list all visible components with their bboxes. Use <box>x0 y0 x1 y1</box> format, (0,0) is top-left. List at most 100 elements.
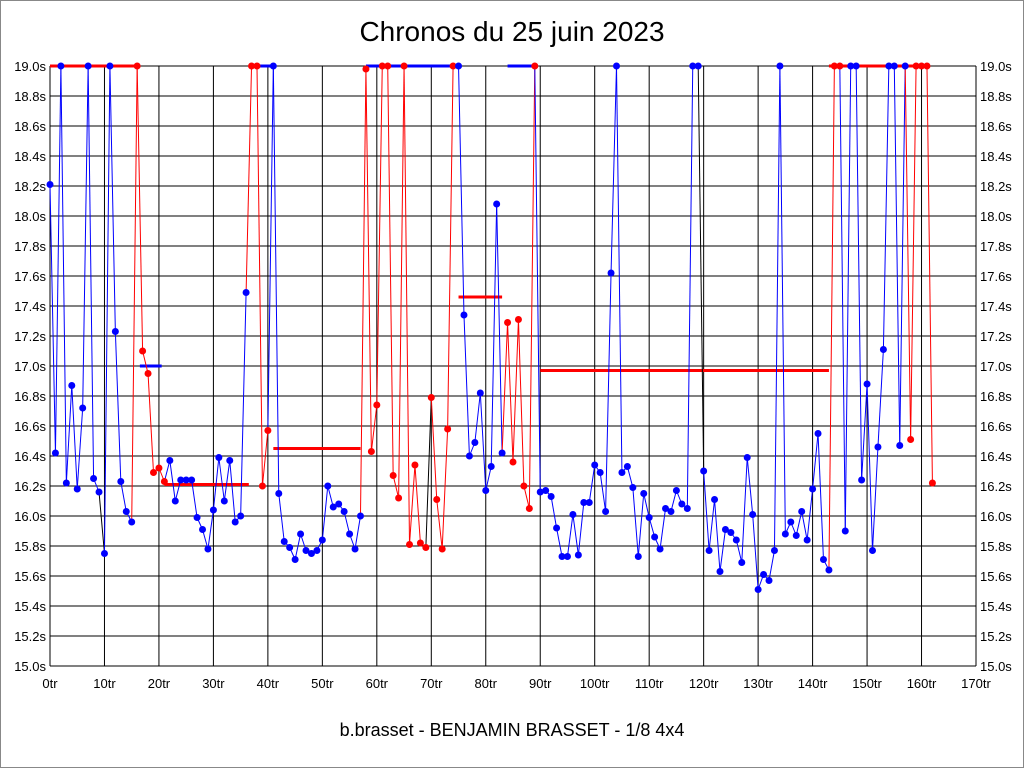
lap-connector <box>327 485 334 508</box>
lap-point-red <box>427 394 435 401</box>
lap-point-blue <box>302 547 310 554</box>
lap-point-blue <box>825 566 833 574</box>
lap-connector <box>240 292 247 517</box>
lap-point-blue <box>106 62 114 70</box>
lap-point-blue <box>471 439 479 446</box>
x-tick-label: 20tr <box>148 676 171 691</box>
lap-connector <box>267 65 274 431</box>
lap-point-blue <box>51 449 59 457</box>
x-tick-label: 100tr <box>580 676 610 691</box>
lap-point-blue <box>280 538 288 545</box>
lap-point-blue <box>117 478 125 485</box>
lap-connector <box>643 493 650 518</box>
lap-point-blue <box>689 62 697 70</box>
lap-connector <box>605 272 612 512</box>
y-tick-label-left: 19.0s <box>14 59 46 74</box>
y-tick-label-left: 15.6s <box>14 569 46 584</box>
lap-connector <box>773 65 781 551</box>
lap-connector <box>376 65 383 406</box>
lap-point-blue <box>819 556 827 563</box>
lap-point-red <box>160 478 168 485</box>
x-tick-label: 150tr <box>852 676 882 691</box>
lap-point-red <box>378 62 386 70</box>
lap-point-red <box>258 482 266 490</box>
x-tick-label: 0tr <box>42 676 58 691</box>
y-tick-label-right: 18.4s <box>980 149 1012 164</box>
y-tick-label-left: 15.8s <box>14 539 46 554</box>
lap-point-blue <box>634 553 642 560</box>
y-tick-label-right: 15.6s <box>980 569 1012 584</box>
y-tick-label-left: 18.0s <box>14 209 46 224</box>
y-tick-label-left: 15.2s <box>14 629 46 644</box>
lap-point-blue <box>487 463 495 470</box>
lap-point-blue <box>711 496 719 503</box>
lap-connector <box>861 383 868 481</box>
lap-connector <box>893 65 901 446</box>
y-tick-label-left: 17.8s <box>14 239 46 254</box>
lap-point-blue <box>705 547 713 554</box>
lap-point-red <box>373 401 381 409</box>
lap-point-blue <box>591 461 599 469</box>
x-tick-label: 110tr <box>635 676 664 691</box>
lap-connector <box>447 65 454 430</box>
lap-connector <box>528 65 536 509</box>
y-tick-label-right: 15.2s <box>980 629 1012 644</box>
lap-point-blue <box>629 484 637 491</box>
y-tick-label-left: 18.2s <box>14 179 46 194</box>
lap-connector <box>131 65 138 523</box>
y-tick-label-right: 17.0s <box>980 359 1012 374</box>
x-tick-label: 10tr <box>93 676 116 691</box>
y-tick-label-left: 18.6s <box>14 119 46 134</box>
lap-connector <box>714 499 721 572</box>
lap-connector <box>844 65 852 532</box>
lap-connector <box>703 470 710 551</box>
lap-point-blue <box>879 346 887 353</box>
y-tick-label-left: 17.0s <box>14 359 46 374</box>
lap-connector <box>191 479 198 518</box>
lap-point-blue <box>678 500 686 508</box>
lap-point-red <box>139 347 147 355</box>
lap-point-blue <box>874 443 882 451</box>
lap-point-blue <box>313 547 321 554</box>
lap-point-blue <box>286 544 294 551</box>
lap-connector <box>615 65 623 473</box>
lap-connector <box>812 433 819 490</box>
lap-connector <box>414 464 421 544</box>
lap-connector <box>474 392 481 443</box>
lap-point-blue <box>122 508 130 515</box>
lap-connector <box>572 514 579 556</box>
lap-connector <box>212 457 220 511</box>
lap-point-blue <box>580 499 588 506</box>
lap-point-blue <box>721 526 729 533</box>
lap-connector <box>708 499 716 551</box>
lap-point-red <box>928 479 936 487</box>
y-tick-label-right: 15.4s <box>980 599 1012 614</box>
lap-point-red <box>504 319 512 326</box>
lap-point-blue <box>231 518 239 526</box>
lap-point-blue <box>182 476 190 484</box>
lap-point-blue <box>111 328 119 335</box>
y-tick-label-left: 17.2s <box>14 329 46 344</box>
lap-connector <box>866 383 874 551</box>
lap-point-blue <box>700 467 708 475</box>
lap-point-blue <box>79 404 87 412</box>
y-tick-label-right: 17.2s <box>980 329 1012 344</box>
lap-point-blue <box>809 485 817 493</box>
x-tick-label: 130tr <box>743 676 773 691</box>
lap-point-blue <box>455 62 463 70</box>
x-tick-label: 70tr <box>420 676 443 691</box>
lap-point-blue <box>498 449 506 457</box>
lap-point-blue <box>667 508 675 515</box>
lap-connector <box>501 322 509 454</box>
x-tick-label: 40tr <box>257 676 280 691</box>
lap-connector <box>245 65 253 293</box>
lap-connector <box>806 488 814 541</box>
lap-connector <box>719 529 726 572</box>
lap-point-blue <box>335 500 343 508</box>
lap-point-red <box>384 62 392 70</box>
lap-point-blue <box>885 62 893 70</box>
lap-point-red <box>367 448 375 455</box>
lap-connector <box>626 466 634 488</box>
lap-point-blue <box>841 527 849 535</box>
